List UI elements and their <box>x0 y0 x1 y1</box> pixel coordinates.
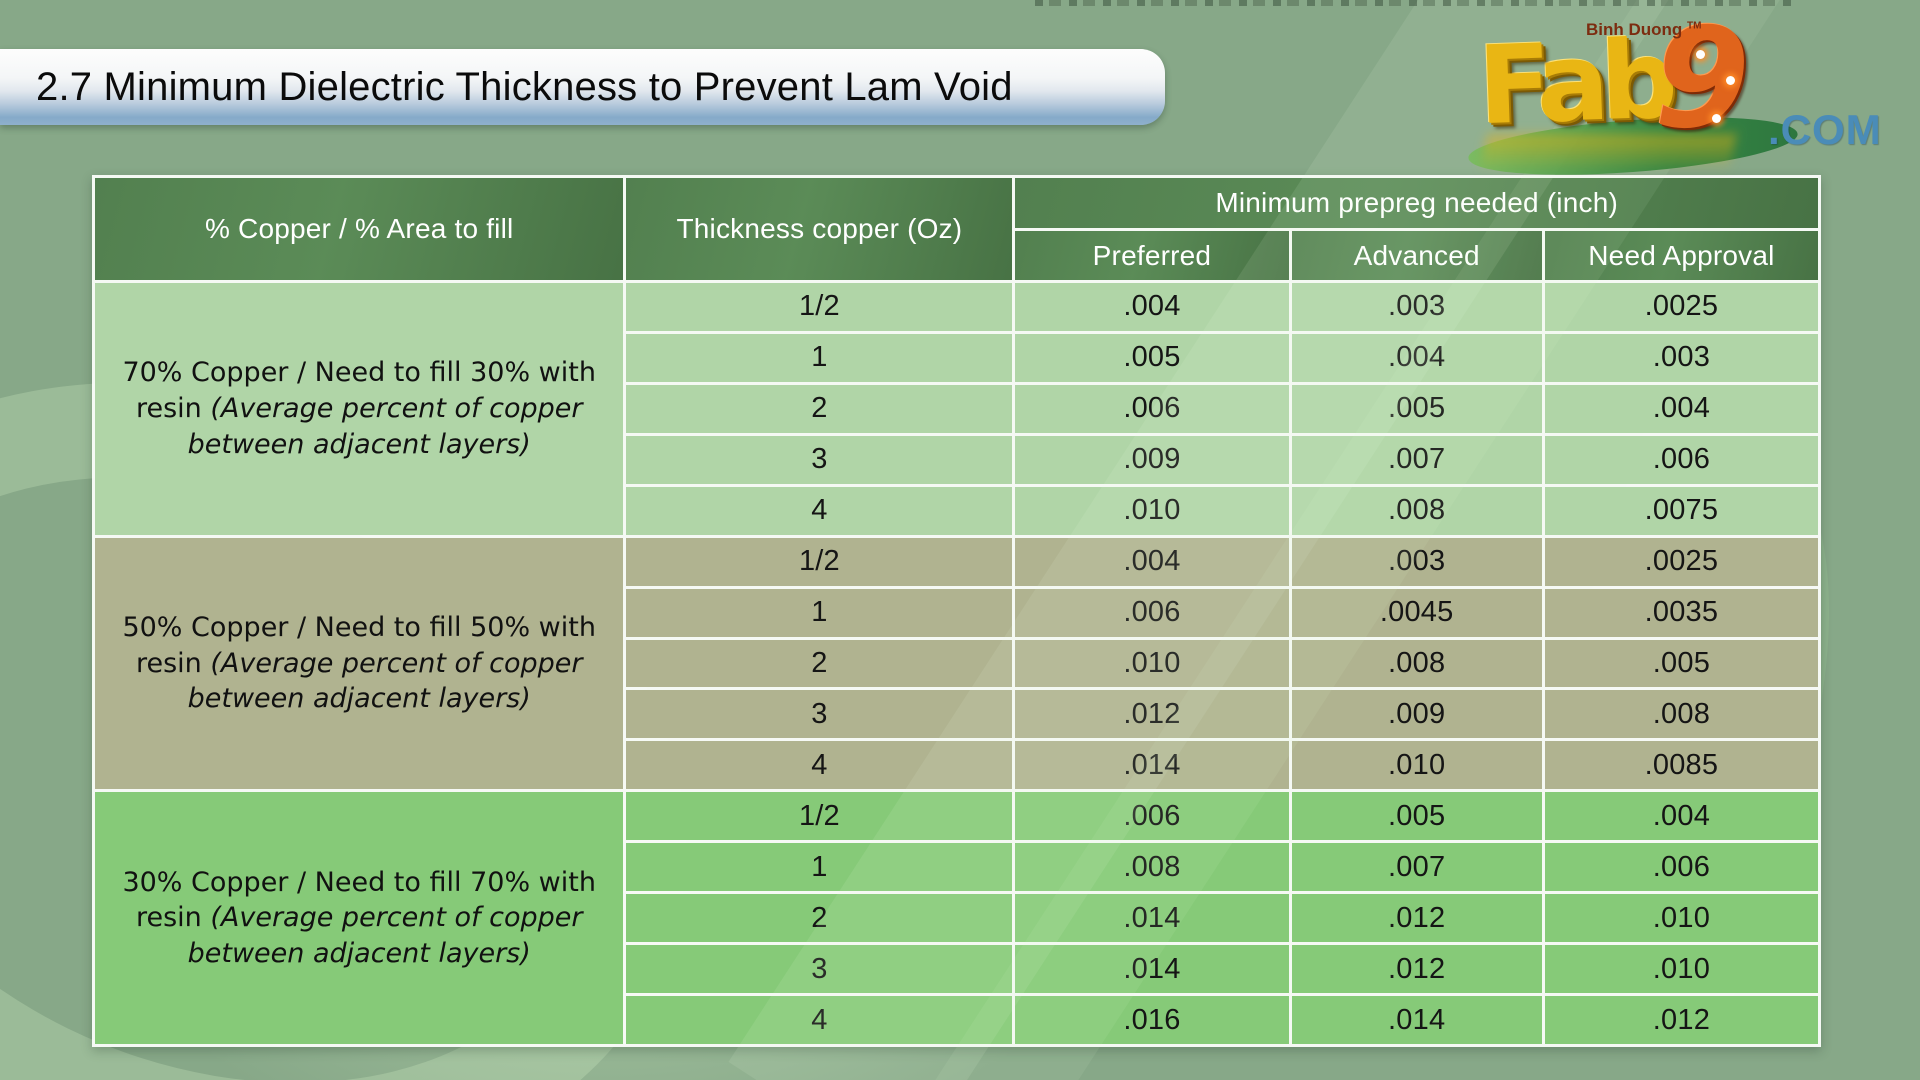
table-cell-preferred: .005 <box>1015 333 1289 382</box>
table-cell-thickness: 1 <box>626 588 1013 637</box>
table-cell-need-approval: .010 <box>1544 945 1818 994</box>
table-cell-need-approval: .0075 <box>1544 486 1818 535</box>
trademark-symbol: TM <box>1687 20 1702 32</box>
table-cell-thickness: 1/2 <box>626 792 1013 841</box>
group-label-italic: (Average percent of copper between adjac… <box>187 393 583 460</box>
table-cell-thickness: 1/2 <box>626 537 1013 586</box>
table-cell-thickness: 4 <box>626 996 1013 1044</box>
table-cell-thickness: 4 <box>626 486 1013 535</box>
table-cell-need-approval: .004 <box>1544 792 1818 841</box>
prepreg-thickness-table: % Copper / % Area to fill Thickness copp… <box>92 175 1821 1047</box>
group-label-italic: (Average percent of copper between adjac… <box>187 902 583 969</box>
table-cell-advanced: .007 <box>1291 435 1542 484</box>
group-label-text: 70% Copper / Need to fill 30% with resin <box>122 357 596 425</box>
table-cell-need-approval: .005 <box>1544 639 1818 688</box>
column-header-need-approval: Need Approval <box>1544 231 1818 280</box>
group-label-70-copper: 70% Copper / Need to fill 30% with resin… <box>95 283 624 535</box>
table-cell-advanced: .014 <box>1291 996 1542 1044</box>
table-cell-thickness: 2 <box>626 384 1013 433</box>
table-cell-need-approval: .004 <box>1544 384 1818 433</box>
table-cell-thickness: 2 <box>626 639 1013 688</box>
table-cell-preferred: .004 <box>1015 283 1289 331</box>
table-cell-need-approval: .0025 <box>1544 283 1818 331</box>
table-cell-need-approval: .006 <box>1544 843 1818 892</box>
circuit-dot-icon <box>1696 50 1705 59</box>
table-cell-thickness: 1/2 <box>626 283 1013 331</box>
group-label-30-copper: 30% Copper / Need to fill 70% with resin… <box>95 792 624 1044</box>
logo-tagline: Binh Duong TM <box>1586 20 1702 40</box>
table-cell-need-approval: .0035 <box>1544 588 1818 637</box>
table-cell-advanced: .005 <box>1291 792 1542 841</box>
table-cell-preferred: .006 <box>1015 792 1289 841</box>
column-header-copper-area: % Copper / % Area to fill <box>95 178 624 280</box>
table-cell-need-approval: .012 <box>1544 996 1818 1044</box>
table-cell-thickness: 3 <box>626 945 1013 994</box>
group-label-text: 50% Copper / Need to fill 50% with resin <box>122 612 596 679</box>
table-cell-need-approval: .003 <box>1544 333 1818 382</box>
table-cell-preferred: .008 <box>1015 843 1289 892</box>
logo-com-text: .COM <box>1768 106 1882 153</box>
table-cell-advanced: .003 <box>1291 283 1542 331</box>
circuit-dot-icon <box>1726 76 1735 85</box>
table-cell-advanced: .007 <box>1291 843 1542 892</box>
table-cell-need-approval: .008 <box>1544 690 1818 739</box>
column-header-advanced: Advanced <box>1291 231 1542 280</box>
group-label-italic: (Average percent of copper between adjac… <box>187 647 583 715</box>
table-cell-preferred: .006 <box>1015 384 1289 433</box>
page-title: 2.7 Minimum Dielectric Thickness to Prev… <box>36 64 1013 109</box>
table-cell-preferred: .010 <box>1015 486 1289 535</box>
logo-tagline-text: Binh Duong <box>1586 20 1683 39</box>
table-cell-thickness: 4 <box>626 741 1013 790</box>
table-cell-advanced: .0045 <box>1291 588 1542 637</box>
table-cell-preferred: .004 <box>1015 537 1289 586</box>
table-cell-preferred: .014 <box>1015 894 1289 943</box>
table-cell-preferred: .014 <box>1015 945 1289 994</box>
table-cell-need-approval: .0085 <box>1544 741 1818 790</box>
table-cell-preferred: .009 <box>1015 435 1289 484</box>
group-label-text: 30% Copper / Need to fill 70% with resin <box>122 866 596 934</box>
table-cell-thickness: 3 <box>626 690 1013 739</box>
table-cell-advanced: .008 <box>1291 486 1542 535</box>
table-cell-thickness: 1 <box>626 843 1013 892</box>
table-cell-thickness: 3 <box>626 435 1013 484</box>
column-header-prepreg-span: Minimum prepreg needed (inch) <box>1015 178 1818 228</box>
table-cell-need-approval: .010 <box>1544 894 1818 943</box>
title-banner: 2.7 Minimum Dielectric Thickness to Prev… <box>0 49 1165 125</box>
table-cell-advanced: .012 <box>1291 894 1542 943</box>
table-cell-advanced: .003 <box>1291 537 1542 586</box>
fab9-logo: Fab 9 .COM Binh Duong TM <box>1466 10 1881 187</box>
column-header-thickness: Thickness copper (Oz) <box>626 178 1013 280</box>
table-cell-advanced: .010 <box>1291 741 1542 790</box>
table-cell-advanced: .008 <box>1291 639 1542 688</box>
table-cell-advanced: .012 <box>1291 945 1542 994</box>
clipped-text-artifact <box>1035 0 1795 6</box>
group-label-50-copper: 50% Copper / Need to fill 50% with resin… <box>95 537 624 790</box>
column-header-preferred: Preferred <box>1015 231 1289 280</box>
table-cell-preferred: .014 <box>1015 741 1289 790</box>
table-cell-need-approval: .006 <box>1544 435 1818 484</box>
circuit-dot-icon <box>1712 114 1721 123</box>
table-cell-advanced: .004 <box>1291 333 1542 382</box>
table-cell-advanced: .009 <box>1291 690 1542 739</box>
table-cell-thickness: 1 <box>626 333 1013 382</box>
logo-brand-text: Fab <box>1475 17 1671 150</box>
table-cell-preferred: .012 <box>1015 690 1289 739</box>
table-cell-thickness: 2 <box>626 894 1013 943</box>
table-cell-preferred: .006 <box>1015 588 1289 637</box>
table-cell-preferred: .010 <box>1015 639 1289 688</box>
table-cell-preferred: .016 <box>1015 996 1289 1044</box>
table-cell-advanced: .005 <box>1291 384 1542 433</box>
table-cell-need-approval: .0025 <box>1544 537 1818 586</box>
